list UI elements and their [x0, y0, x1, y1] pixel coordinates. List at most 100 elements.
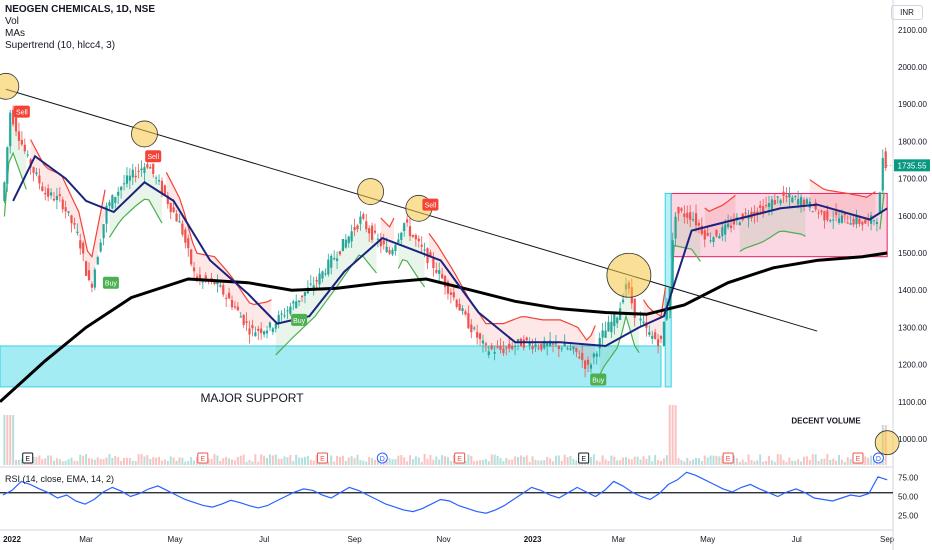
earnings-marker[interactable]: E [316, 452, 328, 464]
candle-body [70, 215, 73, 224]
volume-bar [85, 454, 88, 465]
candle-body [834, 211, 838, 215]
dividend-marker[interactable]: D [376, 452, 388, 464]
supertrend-up-fill [109, 165, 162, 238]
earnings-marker[interactable]: E [22, 452, 34, 464]
indicator-supertrend[interactable]: Supertrend (10, hlcc4, 3) [5, 40, 116, 51]
candle-body [686, 212, 689, 218]
candle-body [175, 213, 178, 222]
earnings-marker[interactable]: E [578, 452, 590, 464]
candle-body [236, 306, 239, 311]
volume-bar [435, 456, 438, 465]
y-tick-label: 1800.00 [898, 137, 927, 146]
volume-bar [411, 459, 414, 465]
volume-bar [15, 459, 18, 465]
signal-label: Buy [293, 318, 306, 325]
candle-body [496, 346, 499, 348]
earnings-marker[interactable]: E [852, 452, 864, 464]
volume-bar [662, 458, 665, 465]
buy-signal[interactable]: Buy [102, 276, 119, 289]
candle-body [697, 222, 701, 226]
y-tick-label: 1900.00 [898, 100, 927, 109]
volume-bar [134, 461, 137, 465]
indicator-vol[interactable]: Vol [5, 16, 19, 27]
volume-bar [397, 455, 400, 465]
candle-body [400, 232, 403, 240]
earnings-marker[interactable]: E [722, 452, 734, 464]
candle-body [242, 314, 245, 325]
volume-bar [811, 454, 814, 465]
earnings-marker[interactable]: E [454, 452, 466, 464]
indicator-mas[interactable]: MAs [5, 28, 25, 39]
volume-bar [245, 461, 248, 465]
candle-body [785, 195, 788, 198]
volume-bar [64, 460, 67, 465]
rsi-label[interactable]: RSI (14, close, EMA, 14, 2) [5, 474, 115, 484]
volume-bar [785, 461, 788, 465]
candle-body [642, 321, 645, 324]
volume-bar [303, 456, 306, 465]
volume-bar [686, 457, 689, 465]
candle-body [881, 158, 884, 191]
candle-body [420, 244, 423, 247]
sell-signal[interactable]: Sell [13, 105, 30, 118]
volume-bar [228, 458, 231, 465]
candle-body [584, 360, 587, 369]
candle-body [280, 313, 283, 315]
volume-bar [706, 457, 709, 465]
candle-body [680, 208, 683, 211]
supertrend-up-fill [599, 282, 640, 375]
volume-bar [242, 454, 245, 465]
supertrend-down-line [380, 217, 395, 228]
volume-bar [528, 461, 531, 465]
candle-body [613, 313, 616, 327]
volume-bar [388, 458, 391, 465]
volume-bar [814, 454, 817, 465]
candle-body [146, 164, 149, 168]
buy-signal[interactable]: Buy [590, 373, 607, 386]
volume-bar [525, 455, 528, 465]
volume-bar [560, 460, 563, 465]
dividend-marker[interactable]: D [872, 452, 884, 464]
volume-bar [592, 454, 595, 465]
volume-bar [123, 457, 126, 465]
candle-body [248, 328, 251, 335]
candle-body [595, 353, 598, 357]
sell-signal[interactable]: Sell [422, 198, 439, 211]
candle-body [607, 321, 610, 332]
candle-body [513, 346, 517, 348]
sell-signal[interactable]: Sell [145, 150, 162, 163]
supertrend-up-fill [739, 197, 806, 252]
volume-bar [432, 459, 435, 465]
candle-body [338, 251, 342, 255]
candle-body [350, 231, 353, 242]
volume-bar [697, 458, 700, 465]
candle-body [344, 239, 347, 248]
marker-label: E [581, 456, 586, 463]
volume-bar [782, 459, 785, 465]
volume-bar [709, 455, 712, 465]
candle-body [557, 345, 560, 350]
candle-body [724, 224, 727, 235]
volume-bar [312, 460, 315, 465]
candle-body [872, 220, 876, 222]
buy-signal[interactable]: Buy [291, 313, 308, 326]
volume-bar [283, 456, 286, 465]
candle-body [770, 199, 773, 210]
volume-bar [864, 456, 867, 465]
candle-body [578, 356, 581, 359]
volume-bar [484, 458, 487, 465]
marker-shape [376, 452, 388, 464]
volume-bar [747, 454, 750, 465]
candle-body [846, 222, 849, 224]
marker-shape [197, 452, 209, 464]
currency-button[interactable]: INR [891, 5, 923, 20]
earnings-marker[interactable]: E [197, 452, 209, 464]
volume-bar [17, 459, 20, 465]
candle-body [563, 343, 566, 347]
candle-body [210, 277, 213, 280]
volume-bar [773, 461, 776, 465]
candle-body [265, 330, 269, 334]
volume-bar [251, 461, 254, 465]
